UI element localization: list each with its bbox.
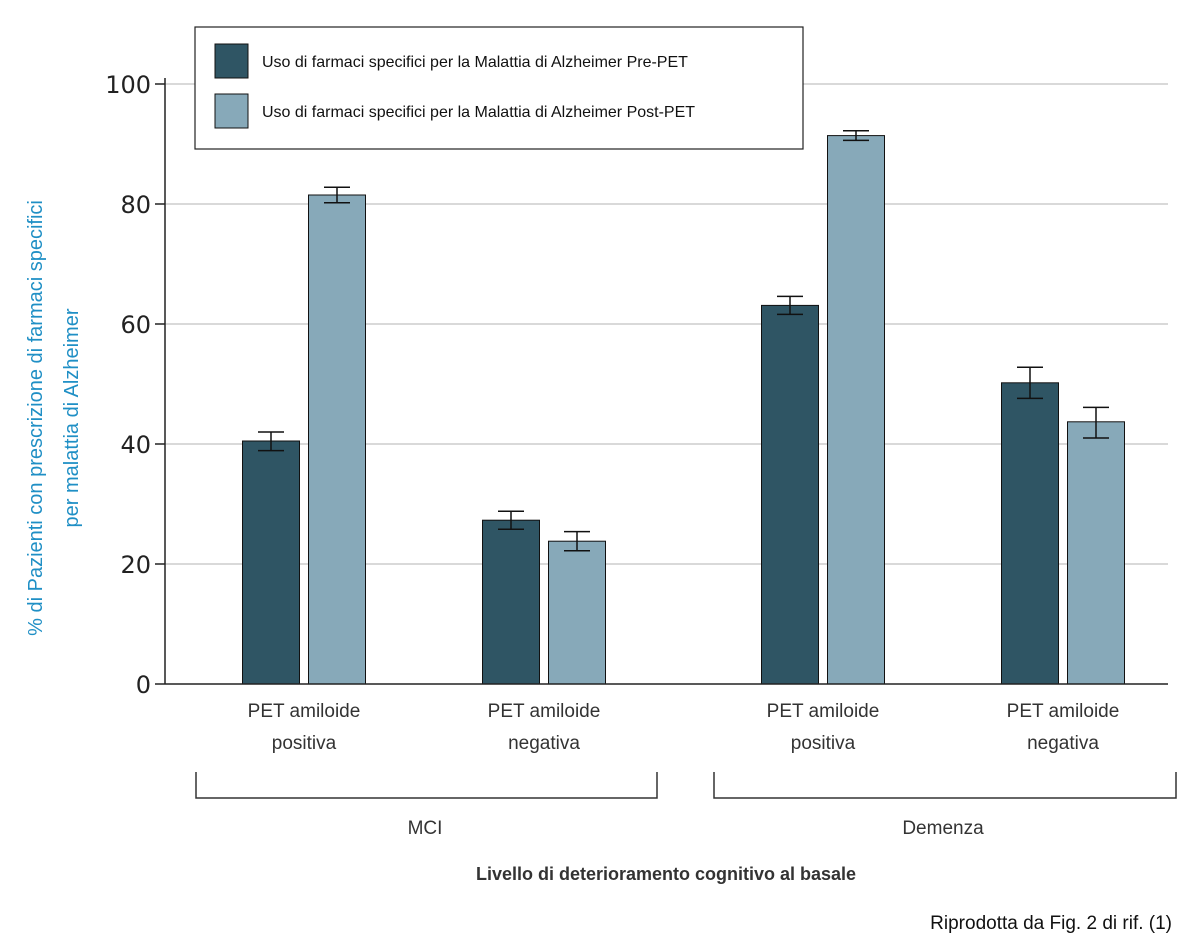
- y-tick-label: 80: [120, 191, 151, 219]
- group-label-demenza: Demenza: [902, 818, 984, 839]
- bar: [761, 304, 819, 685]
- bar: [827, 135, 885, 685]
- source-note: Riprodotta da Fig. 2 di rif. (1): [930, 913, 1172, 934]
- y-tick-label: 0: [136, 671, 151, 699]
- category-label-line2: negativa: [1027, 733, 1099, 754]
- legend: Uso di farmaci specifici per la Malattia…: [194, 26, 804, 150]
- category-label-line2: positiva: [272, 733, 337, 754]
- bars: [242, 130, 1125, 685]
- bar: [242, 440, 300, 685]
- y-axis-label-line1: % di Pazienti con prescrizione di farmac…: [25, 200, 47, 636]
- legend-label-post-pet: Uso di farmaci specifici per la Malattia…: [262, 104, 695, 121]
- legend-box: [194, 26, 804, 150]
- group-bracket-mci: [195, 772, 658, 799]
- legend-swatch-pre-pet: [214, 43, 249, 79]
- legend-swatch-post-pet: [214, 93, 249, 129]
- category-label-line2: negativa: [508, 733, 580, 754]
- y-tick-label: 40: [120, 431, 151, 459]
- bar: [1067, 421, 1125, 685]
- category-label-line1: PET amiloide: [1007, 701, 1120, 722]
- category-label-line1: PET amiloide: [488, 701, 601, 722]
- y-tick-label: 60: [120, 311, 151, 339]
- axes: 0 20 40 60 80 100 PET amiloide positiva PET amil…: [105, 71, 1168, 754]
- group-label-mci: MCI: [408, 818, 443, 839]
- group-bracket-demenza: [713, 772, 1177, 799]
- category-label-line2: positiva: [791, 733, 856, 754]
- bar: [548, 540, 606, 685]
- legend-label-pre-pet: Uso di farmaci specifici per la Malattia…: [262, 54, 688, 71]
- bar: [482, 519, 540, 685]
- x-axis-label: Livello di deterioramento cognitivo al b…: [476, 864, 856, 884]
- bar: [1001, 382, 1059, 685]
- y-tick-label: 100: [105, 71, 151, 99]
- category-label-line1: PET amiloide: [767, 701, 880, 722]
- y-tick-label: 20: [120, 551, 151, 579]
- bar: [308, 194, 366, 685]
- y-axis-label-line2: per malattia di Alzheimer: [61, 308, 83, 527]
- category-label-line1: PET amiloide: [248, 701, 361, 722]
